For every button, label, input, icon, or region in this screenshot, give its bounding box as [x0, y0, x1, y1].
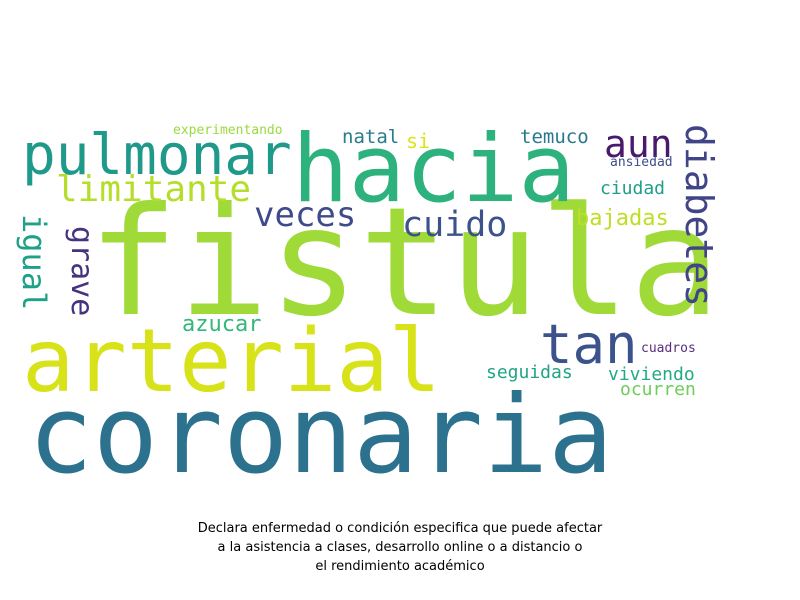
word: azucar	[182, 312, 262, 337]
word: seguidas	[486, 362, 573, 383]
word: cuido	[402, 205, 508, 245]
word: hacia	[292, 115, 575, 224]
word: aun	[604, 122, 673, 166]
word: igual	[15, 214, 53, 311]
word: veces	[254, 195, 357, 235]
caption-line-1: Declara enfermedad o condición especific…	[197, 521, 603, 536]
word: bajadas	[576, 206, 669, 231]
word: natal	[342, 126, 400, 148]
word: grave	[64, 226, 99, 317]
word: pulmonar	[22, 123, 292, 188]
word: tan	[540, 313, 638, 376]
caption-line-2: a la asistencia a clases, desarrollo onl…	[217, 540, 583, 555]
word: cuadros	[641, 341, 696, 356]
caption: Declara enfermedad o condición especific…	[0, 519, 800, 576]
caption-line-3: el rendimiento académico	[315, 559, 485, 574]
word: experimentando	[173, 123, 283, 138]
word: ocurren	[620, 379, 696, 400]
word: temuco	[520, 126, 589, 148]
word: diabetes	[677, 124, 721, 308]
word: limitante	[56, 169, 252, 210]
word: viviendo	[608, 364, 695, 385]
word: ansiedad	[610, 155, 673, 170]
word: si	[406, 129, 431, 153]
word: fistula	[88, 176, 721, 350]
word: arterial	[22, 310, 442, 412]
word: ciudad	[600, 178, 666, 199]
word: coronaria	[28, 373, 614, 498]
